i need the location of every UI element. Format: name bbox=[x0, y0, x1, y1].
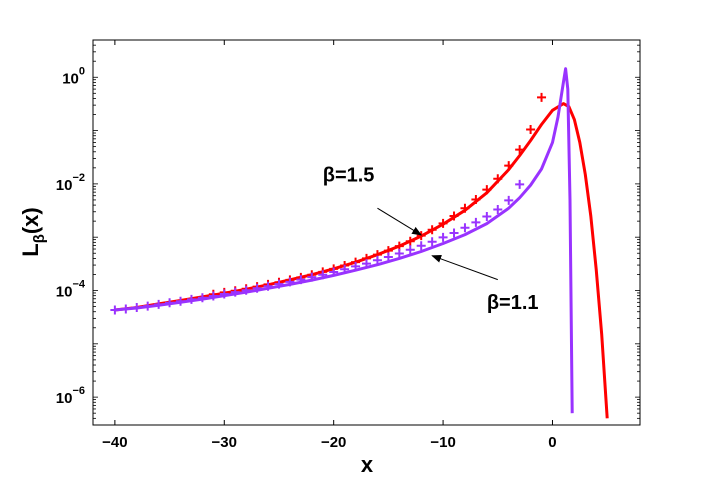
plus-marker bbox=[493, 174, 503, 184]
plus-marker bbox=[493, 205, 503, 215]
plus-marker bbox=[449, 211, 459, 221]
x-axis-label: x bbox=[361, 452, 374, 477]
plus-marker bbox=[121, 304, 131, 314]
plus-marker bbox=[526, 124, 536, 134]
plus-marker bbox=[241, 285, 251, 295]
plus-marker bbox=[143, 301, 153, 311]
x-tick-label: −30 bbox=[212, 434, 237, 451]
annotation-layer: β=1.5 β=1.1 bbox=[323, 165, 539, 314]
plus-marker bbox=[252, 283, 262, 293]
y-axis-label: Lβ(x) bbox=[18, 207, 48, 257]
plus-marker bbox=[186, 294, 196, 304]
plus-marker bbox=[176, 296, 186, 306]
y-axis-label-sub: β bbox=[31, 234, 48, 243]
plus-marker bbox=[416, 241, 426, 251]
annotation-label-1: β=1.1 bbox=[487, 292, 539, 314]
plot-area bbox=[92, 39, 641, 426]
plus-marker bbox=[307, 272, 317, 282]
plus-marker bbox=[219, 289, 229, 299]
x-tick-label: −40 bbox=[102, 434, 127, 451]
plus-marker bbox=[482, 185, 492, 195]
plus-marker bbox=[460, 223, 470, 233]
plus-marker bbox=[110, 305, 120, 315]
series-layer bbox=[110, 67, 609, 419]
plus-marker bbox=[515, 145, 525, 155]
plus-marker bbox=[197, 293, 207, 303]
x-tick-label: −10 bbox=[430, 434, 455, 451]
annotation-arrow-0 bbox=[377, 207, 423, 236]
plus-marker bbox=[154, 299, 164, 309]
annotation-arrow-1 bbox=[431, 255, 498, 281]
series-markers-3 bbox=[110, 179, 525, 315]
plus-marker bbox=[504, 195, 514, 205]
plus-marker bbox=[230, 287, 240, 297]
y-axis-label-main: L bbox=[18, 243, 43, 256]
plus-marker bbox=[132, 302, 142, 312]
plus-marker bbox=[362, 259, 371, 269]
x-tick-label: −20 bbox=[321, 434, 346, 451]
plus-marker bbox=[405, 236, 415, 246]
y-tick-label: 10−4 bbox=[56, 279, 86, 301]
plus-marker bbox=[340, 264, 350, 274]
y-axis-label-rest: (x) bbox=[18, 207, 43, 234]
plus-marker bbox=[351, 261, 361, 271]
plus-marker bbox=[318, 270, 328, 280]
plus-marker bbox=[482, 211, 492, 221]
plus-marker bbox=[471, 217, 481, 227]
plus-marker bbox=[165, 298, 175, 308]
plus-marker bbox=[449, 228, 459, 238]
plus-marker bbox=[263, 281, 273, 291]
plus-marker bbox=[383, 252, 393, 262]
plus-marker bbox=[471, 194, 481, 204]
plus-marker bbox=[537, 92, 547, 102]
y-tick-label: 10−6 bbox=[56, 385, 85, 407]
plus-marker bbox=[208, 291, 218, 301]
plus-marker bbox=[274, 279, 284, 289]
y-tick-label: 100 bbox=[62, 65, 85, 87]
plus-marker bbox=[329, 267, 339, 277]
plus-marker bbox=[372, 255, 382, 265]
plus-marker bbox=[438, 232, 448, 242]
y-tick-label: 10−2 bbox=[56, 172, 85, 194]
plus-marker bbox=[504, 161, 514, 171]
plus-marker bbox=[296, 275, 306, 285]
plus-marker bbox=[460, 203, 470, 213]
annotation-label-0: β=1.5 bbox=[323, 165, 375, 187]
plus-marker bbox=[427, 225, 437, 235]
svg-text:Lβ(x): Lβ(x) bbox=[18, 207, 48, 257]
plus-marker bbox=[405, 245, 415, 255]
x-tick-label: 0 bbox=[548, 434, 556, 451]
plus-marker bbox=[515, 179, 525, 189]
ticks: −40 −30 −20 −10 0 10−6 10−4 10−2 100 bbox=[56, 39, 640, 451]
plus-marker bbox=[394, 248, 404, 258]
plus-marker bbox=[427, 237, 437, 247]
plus-marker bbox=[285, 277, 295, 287]
plus-marker bbox=[438, 218, 448, 228]
